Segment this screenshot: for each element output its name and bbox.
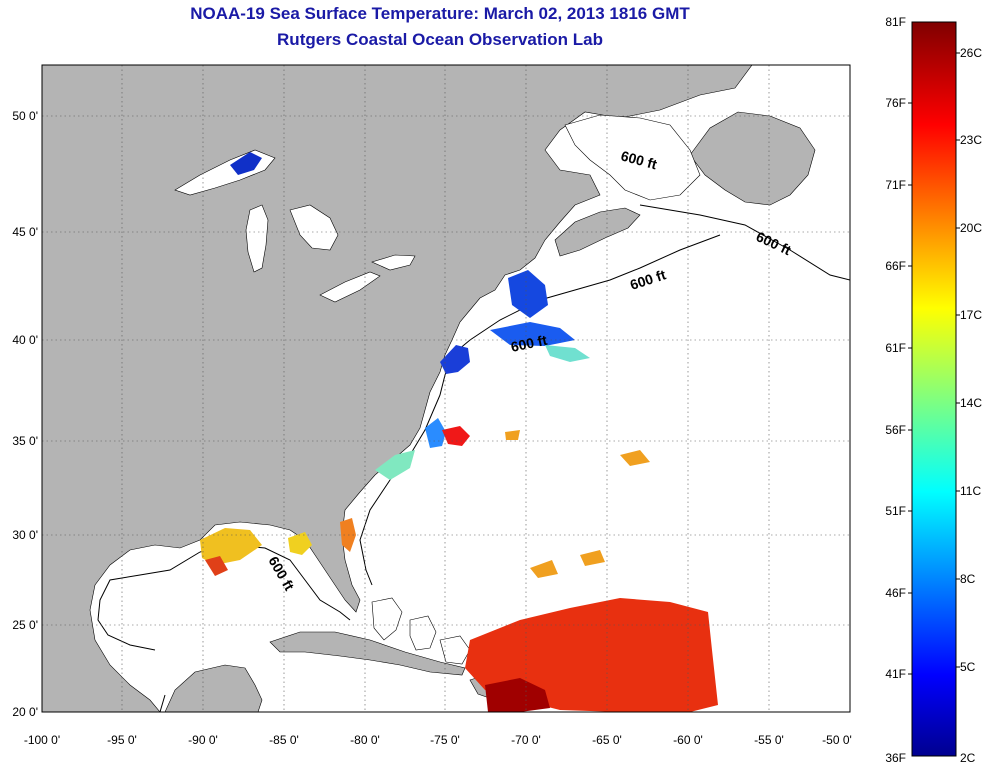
land-nova-scotia (554, 207, 641, 257)
sst-cold-mid-atlantic (440, 345, 470, 374)
map-area (42, 65, 850, 712)
lat-axis: 20 0' 25 0' 30 0' 35 0' 40 0' 45 0' 50 0… (12, 109, 38, 719)
sst-cold-gulf-of-maine (508, 270, 548, 318)
lat-tick: 30 0' (12, 528, 38, 542)
lat-tick: 45 0' (12, 225, 38, 239)
sst-warm-gulf-red (205, 556, 228, 576)
colorbar-c-label: 11C (960, 484, 981, 498)
lon-tick: -50 0' (822, 733, 852, 747)
colorbar-f-label: 36F (885, 751, 906, 765)
colorbar-c-label: 8C (960, 572, 976, 586)
lon-tick: -70 0' (511, 733, 541, 747)
colorbar-c-label: 5C (960, 660, 976, 674)
lon-tick: -75 0' (430, 733, 460, 747)
colorbar-f-label: 76F (885, 96, 906, 110)
lat-tick: 35 0' (12, 434, 38, 448)
lon-tick: -60 0' (673, 733, 703, 747)
land-yucatan (164, 664, 263, 712)
sst-warm-gulf-north-2 (288, 532, 312, 555)
colorbar-c-label: 20C (960, 221, 982, 235)
map-frame (41, 64, 851, 713)
colorbar-c-label: 26C (960, 46, 982, 60)
colorbar-f-label: 56F (885, 423, 906, 437)
colorbar-f-label: 61F (885, 341, 906, 355)
lat-tick: 50 0' (12, 109, 38, 123)
colorbar-f-label: 66F (885, 259, 906, 273)
colorbar-f-label: 41F (885, 667, 906, 681)
colorbar-f-label: 46F (885, 586, 906, 600)
lon-tick: -55 0' (754, 733, 784, 747)
isobath-east-coast (359, 204, 850, 586)
lake-ontario (371, 254, 416, 271)
lon-tick: -65 0' (592, 733, 622, 747)
lon-tick: -80 0' (350, 733, 380, 747)
lake-erie (319, 271, 381, 303)
isobath-label: 600 ft (509, 332, 548, 355)
colorbar-c-label: 2C (960, 751, 976, 765)
gulf-st-lawrence (564, 114, 701, 201)
sst-mid-se-coast (375, 450, 415, 480)
lon-tick: -85 0' (269, 733, 299, 747)
map-subtitle: Rutgers Coastal Ocean Observation Lab (277, 30, 603, 49)
lat-tick: 40 0' (12, 333, 38, 347)
sst-hot-caribbean (485, 678, 550, 712)
lon-tick: -95 0' (107, 733, 137, 747)
lon-axis: -100 0' -95 0' -90 0' -85 0' -80 0' -75 … (24, 733, 852, 747)
colorbar-gradient (911, 21, 957, 757)
colorbar-c-label: 17C (960, 308, 982, 322)
sst-cold-lake-superior (230, 152, 262, 175)
map-title: NOAA-19 Sea Surface Temperature: March 0… (190, 4, 690, 23)
lat-tick: 25 0' (12, 618, 38, 632)
colorbar-c-label: 23C (960, 133, 982, 147)
lon-tick: -100 0' (24, 733, 60, 747)
sst-cool-nc (425, 418, 446, 448)
land-north-america (42, 65, 753, 712)
sst-mid-cyan-ne (545, 345, 590, 362)
colorbar-f-label: 51F (885, 504, 906, 518)
colorbar-f-label: 81F (885, 15, 906, 29)
bahamas-banks (371, 597, 471, 665)
land-cuba (269, 631, 466, 676)
colorbar-c-label: 14C (960, 396, 982, 410)
lon-tick: -90 0' (188, 733, 218, 747)
sst-warm-gulf-north (200, 528, 262, 565)
colorbar-f-label: 71F (885, 178, 906, 192)
lake-michigan (245, 204, 269, 273)
sst-warm-gulf-stream-nc (442, 426, 470, 446)
lat-tick: 20 0' (12, 705, 38, 719)
colorbar: 81F 76F 71F 66F 61F 56F 51F 46F 41F 36F … (885, 15, 982, 765)
land-newfoundland (689, 111, 816, 206)
lake-huron (289, 204, 339, 251)
